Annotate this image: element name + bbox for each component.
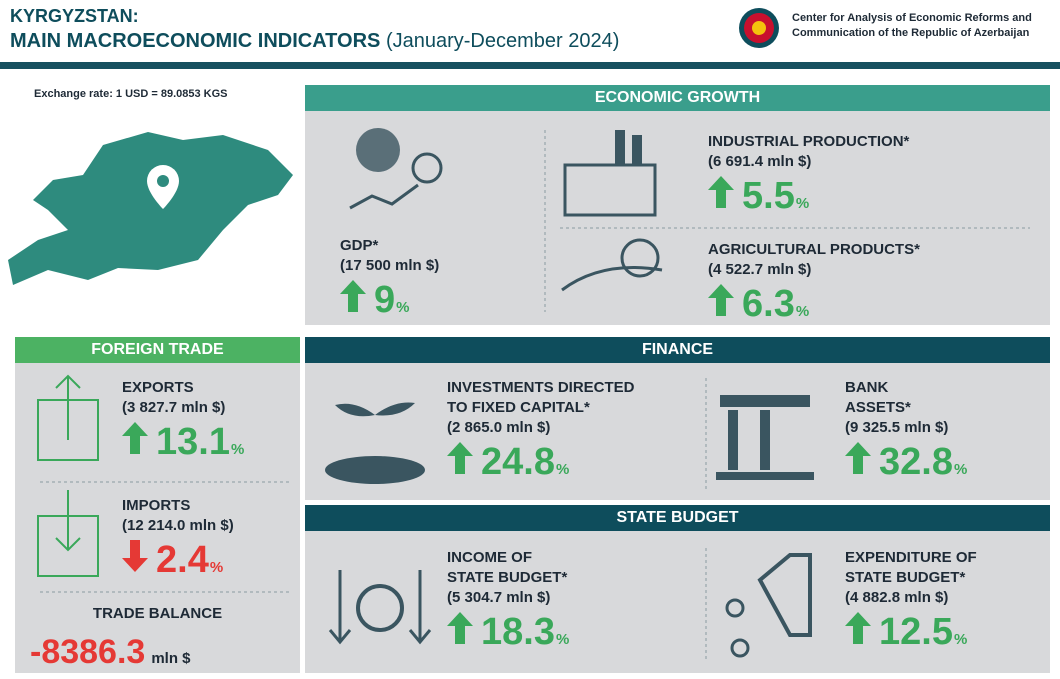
- org-name: Communication of the Republic of Azerbai…: [792, 27, 1030, 39]
- indicator-label: STATE BUDGET*: [845, 569, 966, 586]
- indicator-label: STATE BUDGET*: [447, 569, 568, 586]
- indicator: EXPENDITURE OF STATE BUDGET* (4 882.8 mln …: [845, 548, 977, 652]
- panel: [305, 111, 1050, 325]
- change-value: 24.8: [481, 441, 555, 483]
- indicator-amount: (6 691.4 mln $): [708, 153, 812, 170]
- org-name: Center for Analysis of Economic Reforms …: [792, 12, 1032, 24]
- indicator-amount: (12 214.0 mln $): [122, 517, 234, 534]
- period: (January-December 2024): [385, 30, 620, 52]
- change-unit: %: [209, 559, 224, 576]
- trade-balance-label: TRADE BALANCE: [92, 605, 223, 622]
- arrow-up: [447, 442, 481, 479]
- change-unit: %: [230, 441, 245, 458]
- panel: [305, 363, 1050, 500]
- arrow-up: [845, 612, 879, 649]
- section-header: FOREIGN TRADE: [15, 337, 300, 363]
- change-unit: %: [555, 461, 570, 478]
- indicator-label: TO FIXED CAPITAL*: [447, 399, 590, 416]
- indicator: IMPORTS (12 214.0 mln $) 2.4%: [122, 496, 234, 580]
- change-row: 5.5%: [708, 176, 909, 216]
- change-value: 6.3: [742, 283, 795, 325]
- change-value: 32.8: [879, 441, 953, 483]
- indicator-amount: (9 325.5 mln $): [845, 419, 949, 436]
- map: [8, 132, 293, 285]
- panel: [305, 531, 1050, 673]
- indicator-label: EXPORTS: [122, 379, 194, 396]
- change-row: 6.3%: [708, 284, 920, 324]
- change-value: 5.5: [742, 175, 795, 217]
- indicator: BANK ASSETS* (9 325.5 mln $) 32.8%: [845, 378, 967, 482]
- indicator-amount: (4 882.8 mln $): [845, 589, 949, 606]
- title-main: MAIN MACROECONOMIC INDICATORS: [10, 30, 381, 52]
- change-row: 32.8%: [845, 442, 967, 482]
- indicator-label: INDUSTRIAL PRODUCTION*: [708, 133, 910, 150]
- title: KYRGYZSTAN:: [10, 6, 139, 26]
- indicator: GDP* (17 500 mln $) 9%: [340, 236, 439, 320]
- arrow-up: [122, 422, 156, 459]
- change-unit: %: [795, 195, 810, 212]
- exchange-rate: Exchange rate: 1 USD = 89.0853 KGS: [34, 88, 228, 100]
- panel: [15, 363, 300, 673]
- section-header: ECONOMIC GROWTH: [305, 85, 1050, 111]
- logo: [739, 8, 779, 48]
- indicator-amount: (17 500 mln $): [340, 257, 440, 274]
- change-unit: %: [953, 461, 968, 478]
- indicator: EXPORTS (3 827.7 mln $) 13.1%: [122, 378, 244, 462]
- change-unit: %: [555, 631, 570, 648]
- change-unit: %: [396, 299, 410, 316]
- indicator-label: BANK: [845, 379, 889, 396]
- change-value: 18.3: [481, 611, 555, 653]
- change-unit: %: [953, 631, 968, 648]
- arrow-down: [122, 540, 156, 577]
- indicator-label: INCOME OF: [447, 549, 532, 566]
- indicator-label: INVESTMENTS DIRECTED: [447, 379, 635, 396]
- indicator: INVESTMENTS DIRECTED TO FIXED CAPITAL* (2 …: [447, 378, 635, 482]
- trade-balance-value: -8386.3: [30, 633, 146, 671]
- change-row: 12.5%: [845, 612, 977, 652]
- arrow-up: [708, 176, 742, 213]
- change-unit: %: [795, 303, 810, 320]
- change-row: 2.4%: [122, 540, 234, 580]
- change-value: 12.5: [879, 611, 953, 653]
- arrow-up: [845, 442, 879, 479]
- change-value: 2.4: [156, 539, 209, 581]
- change-row: 18.3%: [447, 612, 569, 652]
- indicator: INCOME OF STATE BUDGET* (5 304.7 mln $) 18.…: [447, 548, 569, 652]
- indicator-amount: (2 865.0 mln $): [447, 419, 551, 436]
- indicator-label: EXPENDITURE OF: [845, 549, 977, 566]
- subtitle: MAIN MACROECONOMIC INDICATORS (January-D…: [10, 30, 619, 53]
- change-row: 24.8%: [447, 442, 635, 482]
- section-header: FINANCE: [305, 337, 1050, 363]
- arrow-up: [447, 612, 481, 649]
- indicator-amount: (3 827.7 mln $): [122, 399, 226, 416]
- indicator-label: GDP*: [340, 237, 379, 254]
- indicator-label: AGRICULTURAL PRODUCTS*: [708, 241, 920, 258]
- arrow-up: [340, 280, 374, 317]
- trade-balance-row: -8386.3 mln $: [30, 632, 191, 672]
- indicator-label: IMPORTS: [122, 497, 191, 514]
- change-row: 13.1%: [122, 422, 244, 462]
- change-value: 13.1: [156, 421, 230, 463]
- indicator-amount: (4 522.7 mln $): [708, 261, 812, 278]
- change-value: 9: [374, 279, 396, 321]
- indicator: AGRICULTURAL PRODUCTS* (4 522.7 mln $) 6.3…: [708, 240, 920, 324]
- indicator: INDUSTRIAL PRODUCTION* (6 691.4 mln $) 5.5…: [708, 132, 909, 216]
- trade-balance-unit: mln $: [151, 650, 191, 667]
- indicator-amount: (5 304.7 mln $): [447, 589, 551, 606]
- section-header: STATE BUDGET: [305, 505, 1050, 531]
- header-bar: [0, 62, 1060, 69]
- indicator-label: ASSETS*: [845, 399, 911, 416]
- arrow-up: [708, 284, 742, 321]
- change-row: 9%: [340, 280, 439, 320]
